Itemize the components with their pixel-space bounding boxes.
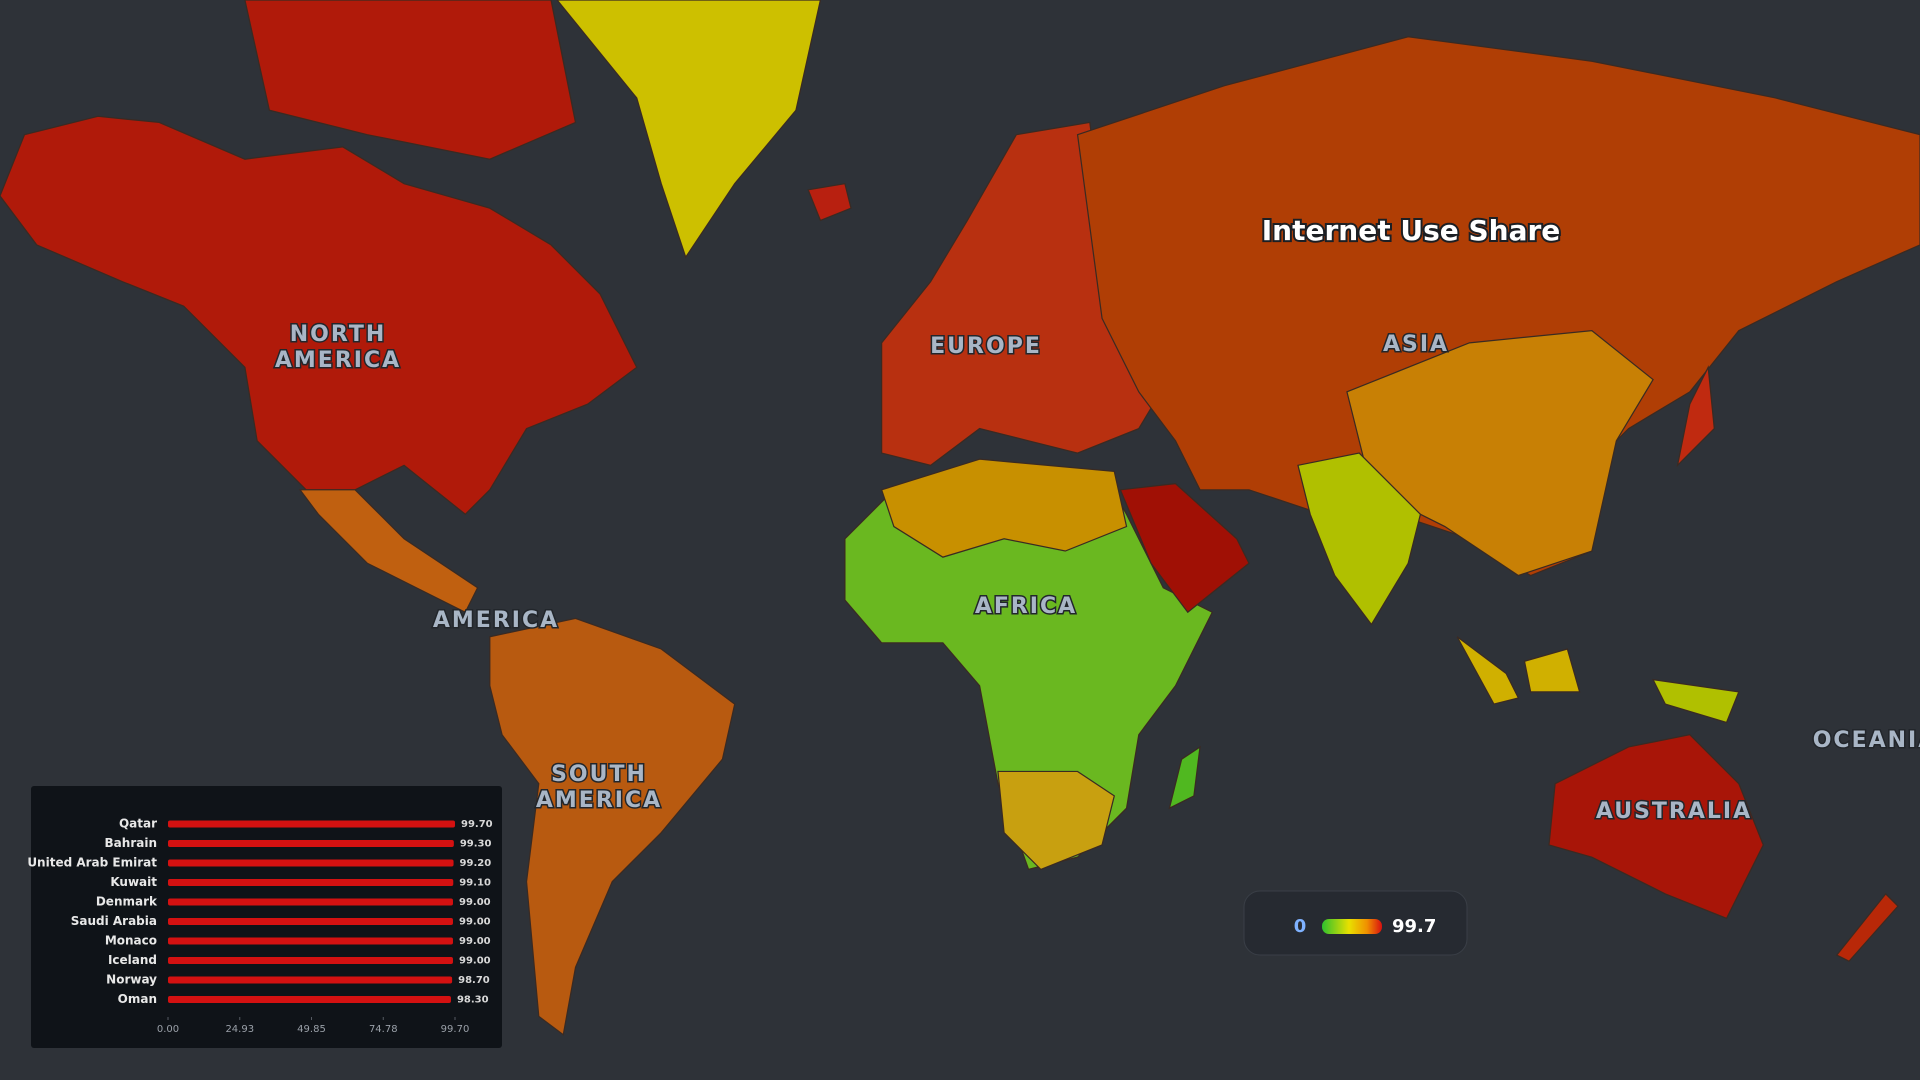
value-label: 98.70 — [458, 975, 490, 986]
bar — [168, 976, 453, 984]
category-label: Kuwait — [110, 875, 157, 889]
region-label-line: AMERICA — [275, 348, 401, 373]
region-label: AMERICA — [433, 608, 559, 633]
bar — [168, 957, 453, 964]
south-america — [489, 617, 736, 1036]
arabia — [1119, 483, 1250, 614]
legend-min: 0 — [1294, 916, 1307, 937]
region-label: AFRICA — [975, 594, 1077, 619]
bar — [168, 918, 453, 925]
region-label-line: AUSTRALIA — [1596, 799, 1752, 824]
region-label-line: AMERICA — [433, 608, 559, 633]
bar — [168, 898, 453, 906]
bar — [168, 996, 451, 1003]
region-label-line: NORTH — [290, 322, 387, 347]
region-label: OCEANIA — [1813, 728, 1920, 753]
legend-gradient — [1322, 919, 1382, 934]
countries — [0, 0, 1920, 1036]
bar — [168, 879, 454, 886]
x-tick-label: 74.78 — [369, 1024, 398, 1035]
region-label-line: AFRICA — [975, 594, 1077, 619]
bar-chart: Qatar 99.70 Bahrain 99.30 United Arab Emirat… — [27, 817, 492, 1036]
arctic-islands — [244, 0, 577, 160]
category-label: Oman — [118, 992, 157, 1006]
region-label: ASIA — [1383, 332, 1449, 357]
region-label: NORTH AMERICA — [275, 322, 401, 373]
value-label: 99.20 — [460, 858, 492, 869]
north-america — [0, 115, 638, 516]
southern-africa — [997, 770, 1115, 871]
greenland — [556, 0, 822, 259]
region-label-line: ASIA — [1383, 332, 1449, 357]
legend-max: 99.7 — [1392, 916, 1436, 937]
value-label: 99.00 — [459, 936, 491, 947]
x-tick-label: 49.85 — [297, 1024, 326, 1035]
category-label: Saudi Arabia — [71, 914, 157, 928]
bar — [168, 820, 455, 828]
region-label-line: OCEANIA — [1813, 728, 1920, 753]
region-label: SOUTH AMERICA — [536, 762, 662, 813]
borneo — [1523, 648, 1581, 693]
japan — [1676, 365, 1715, 468]
category-label: Norway — [106, 973, 157, 987]
region-label: AUSTRALIA — [1596, 799, 1752, 824]
madagascar — [1168, 745, 1201, 810]
region-label: EUROPE — [930, 334, 1042, 359]
central-america — [298, 489, 479, 614]
new-guinea — [1652, 678, 1740, 724]
value-label: 99.70 — [461, 819, 493, 830]
iceland — [807, 182, 852, 222]
category-label: Qatar — [119, 817, 157, 831]
bar — [168, 840, 454, 847]
region-label-line: SOUTH — [551, 762, 647, 787]
category-label: Denmark — [96, 895, 158, 909]
category-label: United Arab Emirat — [27, 856, 157, 870]
map-title: Internet Use Share — [1262, 214, 1561, 247]
india — [1297, 452, 1422, 626]
australia — [1548, 734, 1764, 920]
bar — [168, 937, 453, 945]
value-label: 98.30 — [457, 995, 489, 1006]
bar — [168, 859, 454, 867]
region-label-line: EUROPE — [930, 334, 1042, 359]
sumatra — [1456, 636, 1520, 705]
value-label: 99.00 — [459, 956, 491, 967]
x-tick-label: 99.70 — [441, 1024, 470, 1035]
value-label: 99.00 — [459, 917, 491, 928]
category-label: Iceland — [108, 953, 157, 967]
value-label: 99.10 — [459, 878, 491, 889]
x-tick-label: 24.93 — [225, 1024, 254, 1035]
region-label-line: AMERICA — [536, 788, 662, 813]
category-label: Bahrain — [105, 836, 157, 850]
value-label: 99.00 — [459, 897, 491, 908]
north-africa — [880, 458, 1128, 558]
new-zealand — [1835, 892, 1899, 962]
category-label: Monaco — [105, 934, 157, 948]
value-label: 99.30 — [460, 839, 492, 850]
x-tick-label: 0.00 — [157, 1024, 179, 1035]
